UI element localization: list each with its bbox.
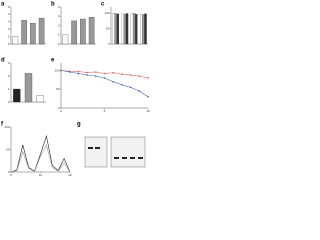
y-tick-label: 100	[54, 68, 59, 72]
point	[112, 80, 114, 83]
y-tick-label: 50	[6, 147, 10, 151]
bar	[38, 17, 45, 45]
y-tick-label: 50	[56, 87, 60, 91]
x-tick-label: 0	[60, 109, 62, 113]
x-tick-label: 0	[10, 173, 12, 177]
bar	[142, 14, 145, 45]
y-tick-label: 4	[58, 5, 60, 9]
x-tick-label: 5	[104, 109, 106, 113]
bar	[114, 13, 117, 45]
bar	[62, 34, 69, 45]
series-line	[60, 70, 149, 98]
point	[147, 95, 149, 98]
bar	[112, 13, 115, 45]
blot-band	[88, 147, 93, 149]
point	[103, 72, 106, 75]
series-line	[10, 144, 71, 173]
y-tick-label: 3	[8, 20, 10, 24]
bar	[71, 20, 77, 45]
y-tick-label: 0	[58, 106, 60, 110]
bar	[116, 13, 119, 45]
point	[86, 71, 88, 74]
blot-band	[138, 157, 143, 159]
y-tick-label: 100	[4, 125, 9, 129]
point	[121, 83, 123, 86]
y-tick-label: 0	[108, 42, 110, 46]
series-line	[10, 134, 71, 173]
point	[147, 77, 149, 79]
point	[95, 75, 97, 77]
point	[121, 73, 123, 76]
point	[77, 70, 80, 73]
panel-label: f	[1, 122, 4, 128]
panel-label: g	[77, 122, 81, 128]
y-tick-label: 1	[58, 33, 60, 37]
bar	[130, 13, 134, 45]
page: a 0 1 2 3 4 5 b 0 1 2 3 4 c 0 50 100 d 0 1 2 3 e 0 50 100 0 5 10 f 0 50…	[1, 1, 150, 177]
point	[138, 90, 141, 92]
bar	[121, 13, 124, 45]
y-tick-label: 0	[8, 170, 10, 174]
bar	[13, 88, 21, 103]
point	[129, 86, 132, 89]
blot-band	[122, 157, 127, 159]
blot-band	[114, 157, 119, 159]
y-tick-label: 3	[8, 61, 10, 65]
bar	[144, 13, 147, 45]
point	[112, 71, 114, 74]
y-tick-label: 3	[58, 14, 60, 18]
panel-label: b	[51, 2, 55, 8]
x-tick-label: 10	[146, 109, 150, 113]
point	[60, 69, 62, 72]
bar	[36, 95, 44, 103]
y-tick-label: 2	[58, 23, 60, 27]
y-tick-label: 0	[8, 100, 10, 104]
bar	[123, 13, 127, 45]
x-tick-label: 20	[68, 173, 72, 177]
point	[129, 74, 132, 76]
y-tick-label: 2	[8, 27, 10, 31]
point	[68, 71, 71, 73]
blot-band	[95, 147, 100, 149]
x-tick-label: 10	[39, 173, 43, 177]
panel-label: d	[1, 58, 5, 64]
bar	[24, 73, 33, 103]
bar	[132, 13, 136, 45]
y-tick-label: 5	[8, 5, 10, 9]
bar	[135, 13, 138, 45]
point	[95, 71, 97, 73]
y-tick-label: 100	[104, 11, 109, 15]
y-tick-label: 0	[8, 42, 10, 46]
y-tick-label: 1	[8, 87, 10, 91]
panel-label: e	[51, 58, 55, 64]
y-tick-label: 4	[8, 12, 10, 16]
panel-label: c	[101, 2, 105, 8]
y-tick-label: 50	[106, 26, 110, 30]
bar	[12, 36, 19, 45]
panel-label: a	[1, 2, 5, 8]
bar	[30, 23, 36, 45]
blot-left	[84, 136, 108, 168]
point	[103, 77, 106, 79]
point	[138, 75, 141, 77]
bar	[88, 17, 95, 45]
bar	[21, 20, 27, 45]
bar	[125, 13, 129, 45]
y-tick-label: 0	[58, 42, 60, 46]
blot-band	[130, 157, 135, 159]
y-tick-label: 1	[8, 34, 10, 38]
y-tick-label: 2	[8, 74, 10, 78]
blot-right	[110, 136, 146, 168]
bar	[140, 13, 143, 45]
point	[86, 74, 88, 76]
bar	[80, 18, 86, 45]
point	[77, 72, 80, 75]
